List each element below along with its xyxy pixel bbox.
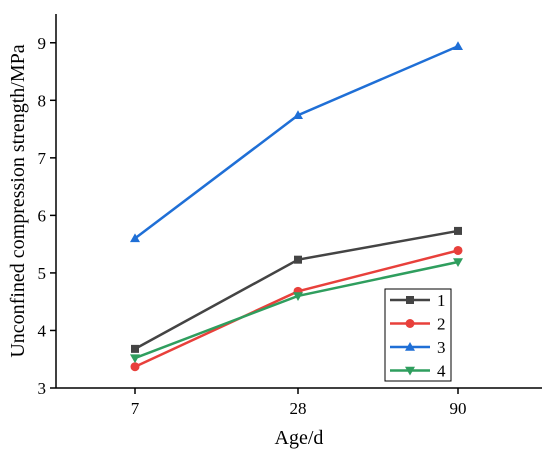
data-point xyxy=(453,258,463,267)
x-axis-title: Age/d xyxy=(275,427,324,449)
x-tick-label: 7 xyxy=(131,399,140,418)
y-tick-label: 4 xyxy=(38,321,47,340)
data-point xyxy=(294,255,302,264)
legend-label: 2 xyxy=(437,315,446,334)
series-4 xyxy=(130,258,463,364)
series-layer xyxy=(130,41,463,372)
legend-marker xyxy=(405,342,415,351)
y-ticks: 3 4 5 6 7 8 9 xyxy=(38,34,56,398)
legend-label: 4 xyxy=(437,362,446,381)
data-point xyxy=(453,245,463,255)
y-axis-title: Unconfined compression strength/MPa xyxy=(7,44,29,357)
legend-label: 1 xyxy=(437,291,446,310)
legend-item: 3 xyxy=(390,338,446,357)
series-1 xyxy=(131,226,462,353)
axes xyxy=(55,14,542,389)
data-point xyxy=(130,233,140,243)
legend-box xyxy=(384,288,452,382)
legend-item: 2 xyxy=(390,315,446,334)
legend: 1 2 3 4 xyxy=(384,288,452,382)
y-tick-label: 7 xyxy=(38,149,47,168)
series-3 xyxy=(130,41,463,243)
data-point xyxy=(130,362,140,372)
data-point xyxy=(453,41,463,50)
data-point xyxy=(131,344,139,353)
x-tick-label: 90 xyxy=(450,399,467,418)
y-tick-label: 9 xyxy=(38,34,47,53)
data-point xyxy=(293,110,303,120)
legend-item: 4 xyxy=(390,362,446,381)
x-ticks: 7 28 90 xyxy=(131,388,467,418)
legend-label: 3 xyxy=(437,338,446,357)
legend-marker xyxy=(405,319,415,328)
legend-marker xyxy=(405,366,415,376)
legend-marker xyxy=(406,296,414,304)
y-tick-label: 6 xyxy=(38,206,47,225)
series-line xyxy=(134,45,459,240)
y-tick-label: 5 xyxy=(38,264,47,283)
y-tick-label: 8 xyxy=(38,91,47,110)
data-point xyxy=(130,354,140,364)
legend-item: 1 xyxy=(390,291,446,310)
y-tick-label: 3 xyxy=(38,379,47,398)
x-tick-label: 28 xyxy=(290,399,307,418)
data-point xyxy=(454,226,462,235)
data-point xyxy=(293,292,303,301)
